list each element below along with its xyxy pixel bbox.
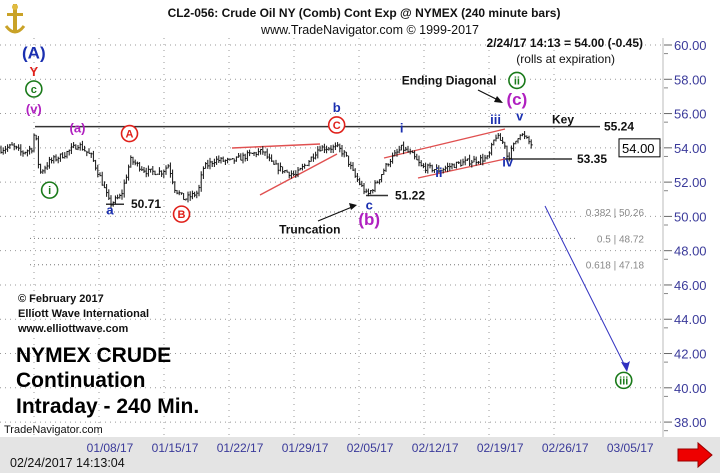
x-tick-label: 02/26/17 — [542, 441, 589, 455]
wave-label: a — [106, 203, 114, 218]
y-tick-label: 46.00 — [674, 278, 707, 293]
wave-label: i — [48, 185, 51, 197]
caption-line2: Continuation — [16, 369, 145, 392]
wave-label: C — [333, 120, 341, 132]
projection-arrowhead — [621, 361, 630, 372]
wave-label: ii — [435, 165, 442, 180]
trade-navigator-logo — [4, 4, 26, 34]
wave-label: (b) — [358, 210, 380, 229]
watermark: TradeNavigator.com — [4, 424, 103, 436]
x-tick-label: 02/05/17 — [347, 441, 394, 455]
x-axis-band — [0, 437, 720, 473]
wave-label: v — [516, 108, 524, 123]
wave-label: B — [178, 209, 186, 221]
wave-label: ii — [514, 75, 520, 87]
wave-label: c — [31, 84, 37, 96]
y-tick-label: 40.00 — [674, 381, 707, 396]
x-axis: 01/08/17 01/15/17 01/22/17 01/29/17 02/05/17… — [87, 441, 654, 455]
chart-subtitle: www.TradeNavigator.com © 1999-2017 — [260, 23, 479, 37]
level-lines: 55.24 Key 53.35 50.71 51.22 — [35, 113, 634, 372]
projection-arrow — [544, 205, 628, 371]
fib-label: 0.382 | 50.26 — [586, 208, 645, 219]
x-tick-label: 02/12/17 — [412, 441, 459, 455]
chart-title: CL2-056: Crude Oil NY (Comb) Cont Exp @ … — [168, 6, 561, 20]
y-tick-label: 52.00 — [674, 175, 707, 190]
fib-levels: 0.382 | 50.26 0.5 | 48.72 0.618 | 47.18 — [30, 208, 644, 272]
wave-label-circle — [508, 71, 526, 90]
annotation-label: Truncation — [279, 223, 340, 237]
y-tick-label: 48.00 — [674, 244, 707, 259]
y-axis: 60.00 58.00 56.00 54.00 52.00 50.00 48.00 46.00… — [662, 38, 707, 437]
wave-label: b — [333, 100, 341, 115]
wave-label-circle — [40, 181, 59, 199]
ending-diagonal-arrowhead — [494, 96, 503, 103]
x-tick-label: 01/08/17 — [87, 441, 134, 455]
x-tick-label: 03/05/17 — [607, 441, 654, 455]
y-tick-label: 60.00 — [674, 38, 707, 53]
caption-line1: NYMEX CRUDE — [16, 344, 171, 367]
wave-label: Y — [29, 64, 38, 79]
wave-label-circle — [614, 371, 633, 390]
wave-label: (v) — [26, 102, 42, 117]
wave-label: (c) — [507, 90, 528, 109]
y-tick-label: 38.00 — [674, 415, 707, 430]
fib-label: 0.5 | 48.72 — [597, 234, 645, 245]
wave-labels: (A)Yc(v)i(a)aABbCc(b)iiiiiiivv(c)iiiiiEn… — [22, 44, 633, 390]
wave-label: (A) — [22, 44, 46, 63]
x-tick-label: 02/19/17 — [477, 441, 524, 455]
wave-label: c — [366, 198, 373, 213]
y-tick-label: 42.00 — [674, 347, 707, 362]
rolls-note: (rolls at expiration) — [516, 52, 615, 66]
price-bars: 54.00 — [0, 131, 661, 209]
timestamp: 02/24/2017 14:13:04 — [10, 456, 125, 470]
last-quote: 2/24/17 14:13 = 54.00 (-0.45) — [487, 36, 643, 50]
truncation-arrow — [317, 206, 353, 222]
wave-label: A — [126, 129, 134, 141]
x-tick-label: 01/29/17 — [282, 441, 329, 455]
wave-label-circle — [25, 80, 43, 98]
website-text: www.elliottwave.com — [17, 323, 128, 335]
low-a-label: 50.71 — [131, 197, 161, 211]
wave-label: (a) — [70, 120, 86, 135]
wave-label: iii — [490, 112, 501, 127]
wave-label-circle — [327, 116, 346, 134]
support-level-label: 53.35 — [577, 152, 607, 166]
caption-line3: Intraday - 240 Min. — [16, 395, 199, 418]
scroll-right-arrow[interactable] — [677, 441, 713, 469]
last-price-label: 54.00 — [622, 141, 655, 156]
key-tag: Key — [552, 113, 574, 127]
copyright-text: © February 2017 — [18, 293, 104, 305]
wave-label: iii — [619, 375, 628, 387]
y-tick-label: 44.00 — [674, 312, 707, 327]
y-tick-label: 50.00 — [674, 209, 707, 224]
wave-label-circle — [172, 205, 191, 223]
wave-label-circle — [120, 124, 139, 143]
gridlines — [0, 38, 662, 437]
key-level-label: 55.24 — [604, 120, 634, 134]
y-tick-label: 58.00 — [674, 72, 707, 87]
wave-label: i — [400, 120, 404, 135]
fib-label: 0.618 | 47.18 — [586, 261, 645, 272]
last-price-box — [618, 138, 661, 158]
annotation-label: Ending Diagonal — [402, 73, 497, 87]
y-tick-label: 56.00 — [674, 107, 707, 122]
company-text: Elliott Wave International — [18, 308, 149, 320]
x-tick-label: 01/15/17 — [152, 441, 199, 455]
diagonal-upper-line — [383, 128, 506, 159]
wave-label: iv — [502, 155, 514, 170]
y-tick-label: 54.00 — [674, 141, 707, 156]
low-c-label: 51.22 — [395, 188, 425, 202]
x-tick-label: 01/22/17 — [217, 441, 264, 455]
diagonal-lower-line — [417, 158, 506, 179]
truncation-arrowhead — [349, 203, 357, 210]
upper-trendline-1 — [231, 143, 321, 149]
